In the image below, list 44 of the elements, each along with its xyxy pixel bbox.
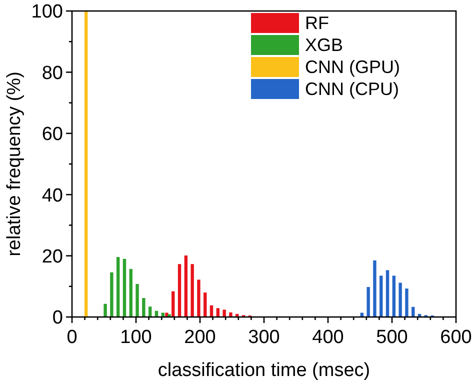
- legend-label: CNN (CPU): [305, 79, 399, 99]
- y-tick-label: 100: [31, 2, 63, 23]
- bar: [110, 272, 114, 317]
- bar: [373, 260, 376, 317]
- x-tick-label: 200: [184, 327, 216, 348]
- bar: [168, 314, 171, 317]
- x-tick-label: 600: [440, 327, 472, 348]
- bar: [122, 258, 126, 317]
- y-tick-label: 40: [42, 185, 63, 206]
- bar: [84, 11, 88, 317]
- bar: [184, 255, 188, 317]
- bar: [148, 306, 152, 317]
- y-tick-label: 20: [42, 246, 63, 268]
- x-axis-title: classification time (msec): [158, 360, 370, 381]
- bar: [398, 282, 402, 317]
- bar: [386, 270, 390, 317]
- bar: [204, 292, 207, 317]
- bar: [142, 298, 146, 317]
- bar: [380, 276, 383, 317]
- x-tick-label: 400: [312, 327, 344, 348]
- legend-label: CNN (GPU): [305, 57, 400, 77]
- legend-label: XGB: [305, 35, 344, 55]
- y-tick-label: 60: [42, 124, 63, 146]
- bar: [129, 268, 132, 317]
- bar: [178, 264, 182, 317]
- bar: [190, 264, 194, 317]
- bar: [392, 276, 396, 317]
- bar: [116, 257, 120, 317]
- x-tick-label: 100: [120, 327, 152, 348]
- bar: [229, 312, 232, 317]
- bar: [197, 280, 200, 317]
- y-tick-label: 80: [42, 62, 63, 84]
- y-tick-label: 0: [52, 308, 63, 329]
- x-tick-label: 0: [66, 327, 78, 348]
- bar: [136, 284, 139, 317]
- x-tick-label: 500: [376, 327, 408, 348]
- x-tick-label: 300: [248, 327, 280, 348]
- bar: [172, 291, 175, 317]
- bar: [104, 304, 107, 317]
- bar: [222, 310, 226, 317]
- bar: [405, 288, 408, 317]
- bar: [366, 287, 370, 317]
- legend-label: RF: [305, 13, 329, 33]
- y-axis-title: relative frequency (%): [4, 72, 25, 256]
